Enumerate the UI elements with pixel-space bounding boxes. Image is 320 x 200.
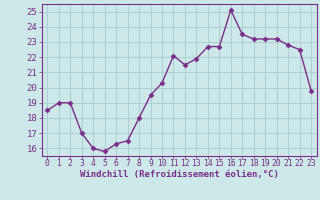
X-axis label: Windchill (Refroidissement éolien,°C): Windchill (Refroidissement éolien,°C) [80, 170, 279, 179]
